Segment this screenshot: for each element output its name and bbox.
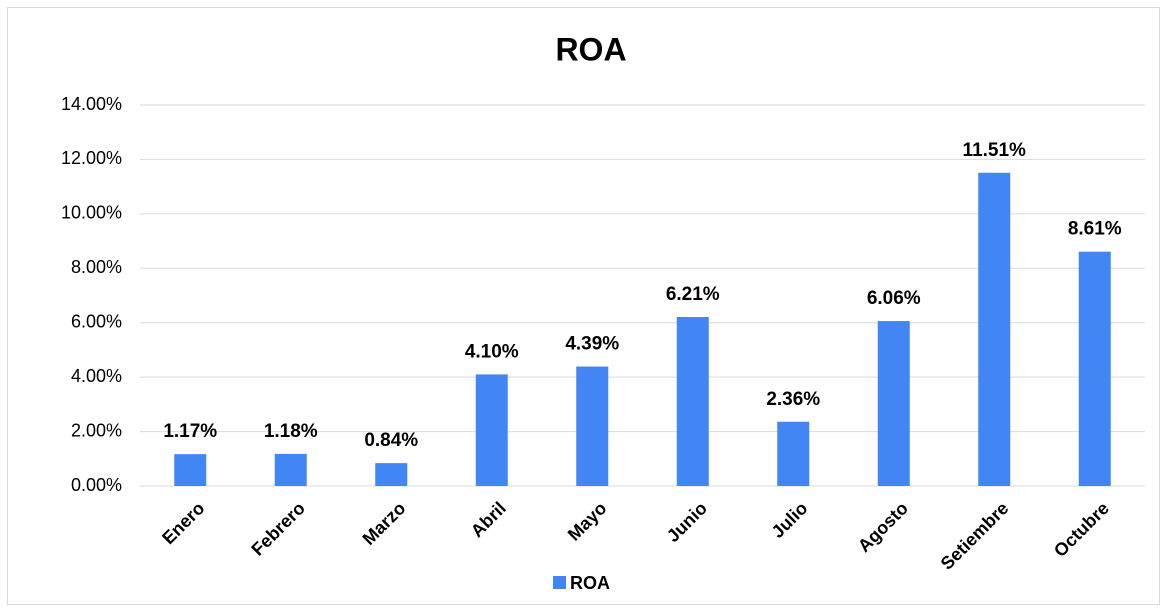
y-tick-label: 12.00% xyxy=(61,148,122,168)
bar xyxy=(877,321,910,486)
legend-label: ROA xyxy=(570,573,610,593)
bar xyxy=(274,453,307,486)
data-label: 2.36% xyxy=(766,389,820,410)
y-tick-label: 0.00% xyxy=(71,475,122,495)
data-label: 6.21% xyxy=(666,284,720,305)
data-label: 0.84% xyxy=(364,430,418,451)
y-tick-label: 4.00% xyxy=(71,366,122,386)
data-label: 11.51% xyxy=(963,140,1026,161)
y-tick-label: 8.00% xyxy=(71,257,122,277)
y-tick-label: 10.00% xyxy=(61,203,122,223)
y-tick-label: 2.00% xyxy=(71,420,122,440)
y-tick-label: 6.00% xyxy=(71,311,122,331)
bar xyxy=(576,366,609,486)
chart-title: ROA xyxy=(555,31,626,67)
y-tick-label: 14.00% xyxy=(61,94,122,114)
data-label: 1.18% xyxy=(264,421,318,442)
bar xyxy=(475,374,508,486)
bar xyxy=(1078,251,1111,486)
bar xyxy=(777,421,810,486)
data-label: 4.10% xyxy=(465,341,519,362)
chart-border xyxy=(7,7,1160,605)
legend-swatch xyxy=(553,576,566,589)
bar xyxy=(978,172,1011,487)
data-label: 6.06% xyxy=(867,288,921,309)
bar xyxy=(676,316,709,486)
data-label: 8.61% xyxy=(1068,219,1122,240)
bar xyxy=(174,454,207,486)
data-label: 1.17% xyxy=(163,421,217,442)
data-label: 4.39% xyxy=(565,334,619,355)
bar xyxy=(375,463,408,486)
